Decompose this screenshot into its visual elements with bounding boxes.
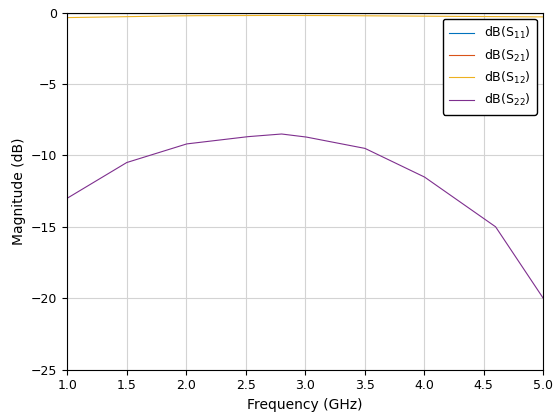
Legend: dB(S$_{11}$), dB(S$_{21}$), dB(S$_{12}$), dB(S$_{22}$): dB(S$_{11}$), dB(S$_{21}$), dB(S$_{12}$)…: [443, 19, 537, 115]
X-axis label: Frequency (GHz): Frequency (GHz): [248, 398, 363, 412]
Y-axis label: Magnitude (dB): Magnitude (dB): [12, 137, 26, 245]
